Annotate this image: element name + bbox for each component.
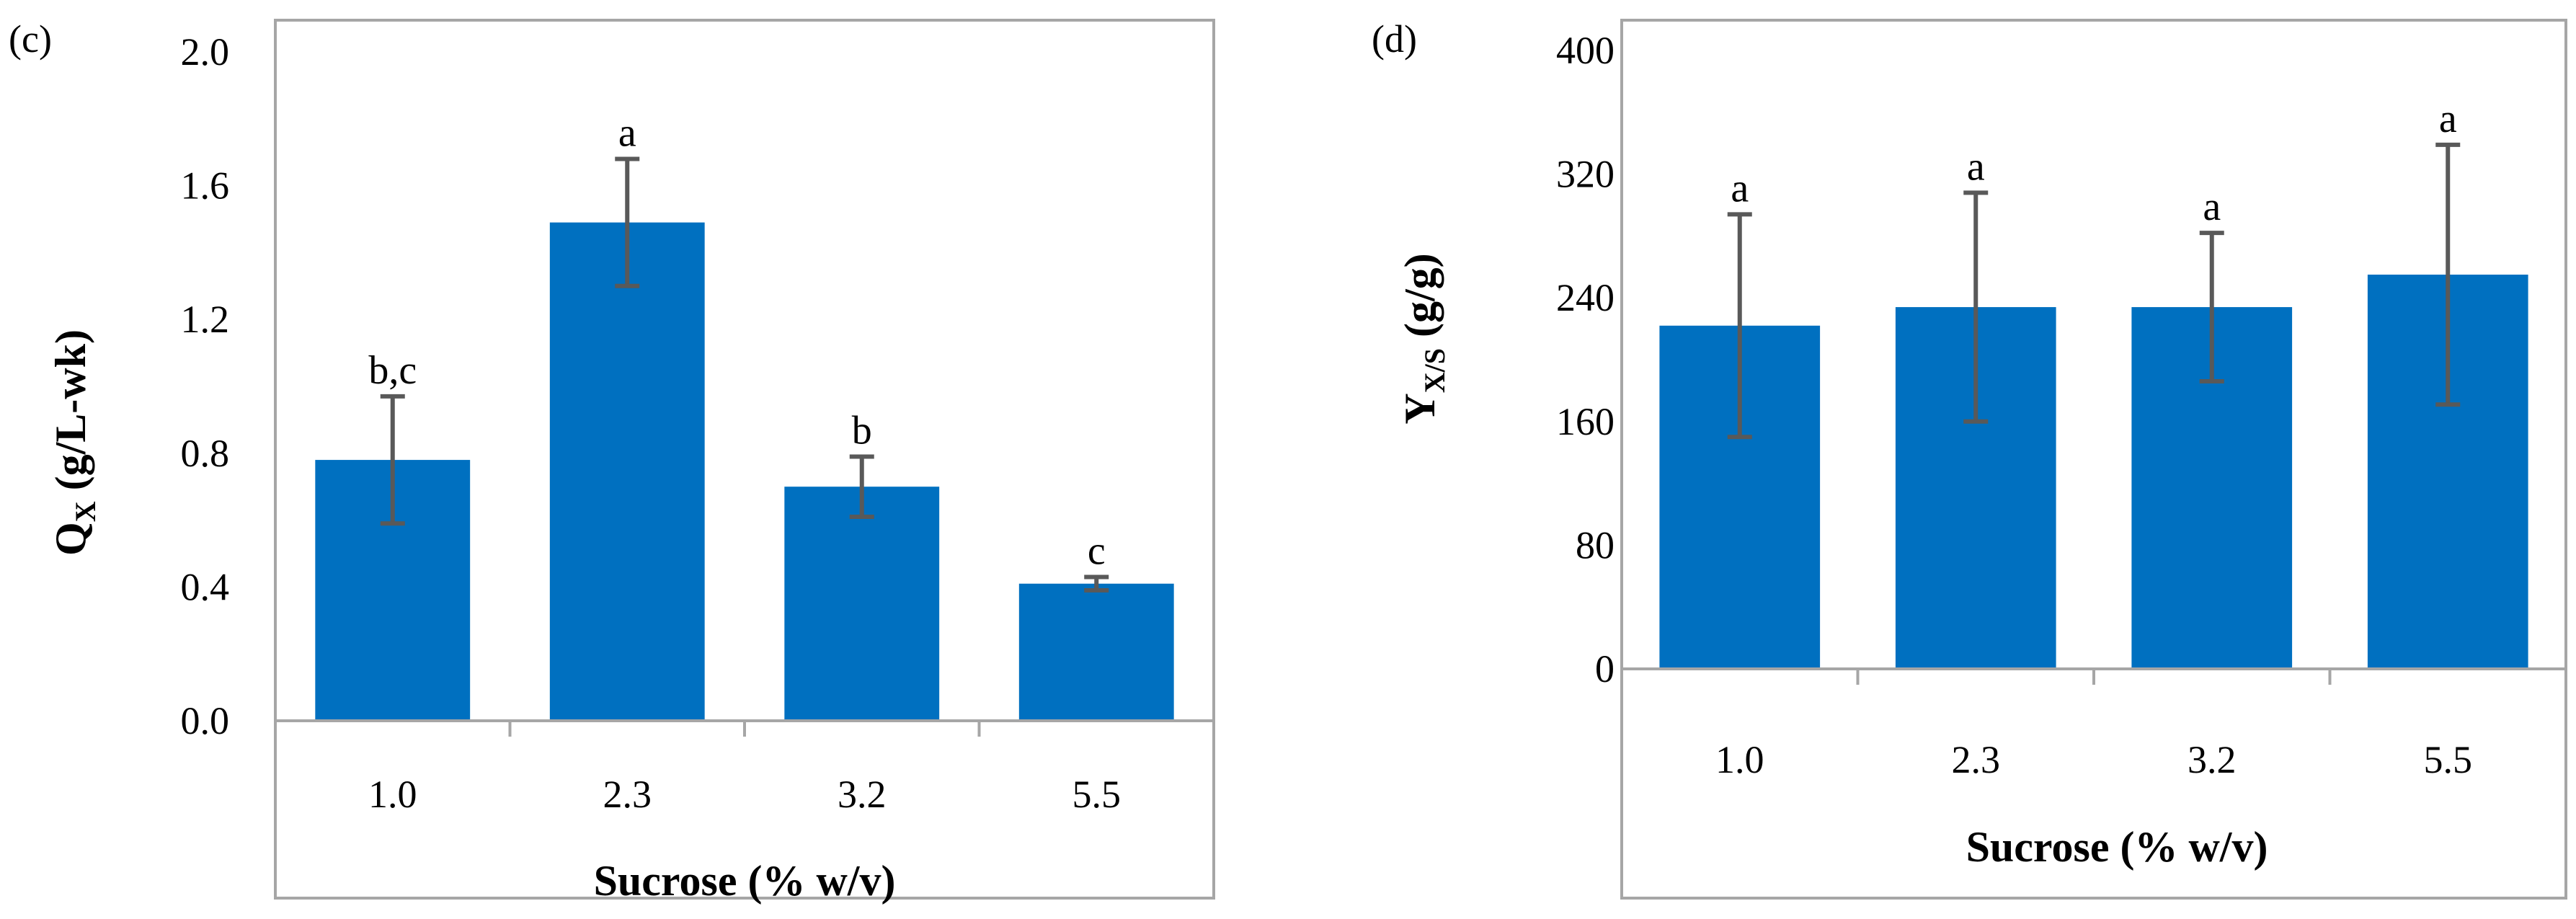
panel-c-significance-labels: b,c a b c (368, 110, 1105, 573)
panel-d-y-tick-label: 80 (1576, 523, 1615, 567)
panel-c-significance-2.3: a (618, 110, 636, 155)
panel-c-y-tick-label: 0.8 (181, 432, 230, 475)
panel-c-bar-2.3 (549, 222, 705, 721)
panel-c-y-tick-label: 0.0 (181, 699, 230, 742)
panel-c-y-tick-label: 1.6 (181, 164, 230, 208)
panel-c-significance-3.2: b (852, 408, 872, 453)
panel-d-y-ticks: 0 80 160 240 320 400 (1556, 29, 1615, 691)
panel-c-x-axis-label: Sucrose (% w/v) (594, 857, 896, 905)
panel-d-bars (1659, 275, 2528, 669)
panel-c-error-bar-5.5 (1084, 574, 1109, 593)
panel-d-y-axis-label-rest: (g/g) (1396, 253, 1444, 348)
panel-d-chart: (d) 0 80 160 240 320 400 a a a a 1.0 2.3 3.2 5.5 Su… (1372, 17, 2567, 900)
panel-c-significance-1.0: b,c (368, 348, 417, 393)
panel-d-significance-5.5: a (2439, 97, 2457, 141)
panel-c-y-axis-label-sub: X (69, 501, 102, 522)
panel-c-y-axis-label: QX (g/L-wk) (47, 329, 102, 556)
panel-c-y-tick-label: 2.0 (181, 30, 230, 74)
panel-d-x-tick-label: 2.3 (1952, 738, 2001, 781)
panel-c-significance-5.5: c (1088, 528, 1106, 573)
panel-c-x-tick-label: 5.5 (1072, 773, 1122, 816)
panel-c-bars (315, 222, 1174, 721)
panel-c-error-bar-1.0 (380, 394, 405, 526)
panel-c-y-tick-label: 1.2 (181, 298, 230, 341)
panel-c-bar-5.5 (1018, 583, 1174, 721)
panel-d-y-tick-label: 160 (1556, 400, 1615, 443)
panel-d-significance-2.3: a (1967, 144, 1985, 189)
panel-c-y-axis-label-main: Q (47, 522, 94, 556)
panel-c-label: (c) (9, 17, 52, 61)
panel-c-error-bars (380, 156, 1109, 593)
panel-d-x-ticks: 1.0 2.3 3.2 5.5 (1715, 669, 2472, 781)
panel-c-x-tick-label: 3.2 (838, 773, 887, 816)
panel-c-x-tick-label: 1.0 (368, 773, 417, 816)
panel-d-significance-1.0: a (1731, 166, 1749, 210)
panel-d-error-bar-5.5 (2435, 142, 2461, 407)
panel-c-bar-3.2 (784, 487, 940, 721)
panel-d-error-bar-2.3 (1963, 190, 1989, 424)
panel-d-significance-3.2: a (2203, 185, 2221, 229)
panel-d-label: (d) (1372, 17, 1417, 61)
panel-d-x-axis-label: Sucrose (% w/v) (1966, 823, 2268, 871)
panel-c-x-ticks: 1.0 2.3 3.2 5.5 (368, 721, 1121, 816)
panel-d-error-bar-1.0 (1727, 212, 1752, 440)
panel-d-y-axis-label-main: Y (1396, 393, 1444, 424)
panel-d-y-axis-label: YX/S (g/g) (1396, 253, 1451, 424)
panel-c-plot-frame (274, 19, 1215, 900)
panel-d-error-bar-3.2 (2199, 231, 2224, 384)
panel-d-error-bars (1727, 142, 2461, 440)
panel-c-y-axis-label-rest: (g/L-wk) (47, 329, 94, 501)
panel-d-plot-frame (1620, 19, 2567, 900)
panel-d-y-tick-label: 400 (1556, 29, 1615, 72)
panel-d-y-axis-label-sub: X/S (1418, 348, 1451, 393)
panel-d-significance-labels: a a a a (1731, 97, 2457, 229)
panel-d-y-tick-label: 240 (1556, 276, 1615, 319)
panel-c-y-ticks: 0.0 0.4 0.8 1.2 1.6 2.0 (181, 30, 230, 742)
panel-d-x-tick-label: 3.2 (2188, 738, 2237, 781)
panel-d-x-tick-label: 1.0 (1715, 738, 1764, 781)
panel-c-error-bar-3.2 (849, 454, 874, 519)
panel-d-x-tick-label: 5.5 (2424, 738, 2473, 781)
panel-c-x-tick-label: 2.3 (603, 773, 652, 816)
panel-d-y-tick-label: 320 (1556, 153, 1615, 196)
panel-c-y-tick-label: 0.4 (181, 565, 230, 608)
panel-c-error-bar-2.3 (615, 156, 640, 288)
panel-d-y-tick-label: 0 (1595, 647, 1615, 691)
panel-c-chart: (c) 0.0 0.4 0.8 1.2 1.6 2.0 b,c a b c 1.0 2.3 3.2 5… (9, 17, 1215, 905)
